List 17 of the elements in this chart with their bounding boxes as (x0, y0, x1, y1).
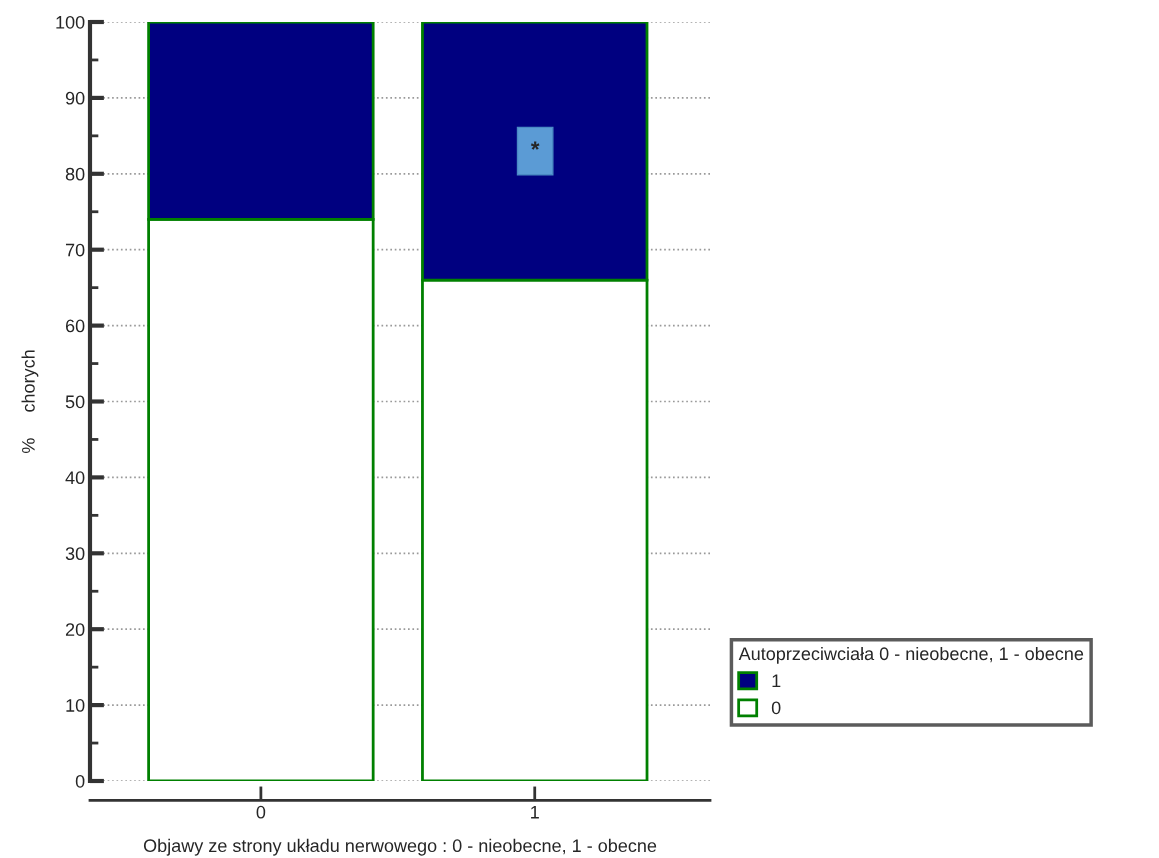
y-tick-label: 30 (65, 547, 85, 561)
y-tick-label: 100 (56, 15, 85, 29)
y-tick-label: 70 (65, 243, 85, 257)
y-tick-label: 20 (65, 623, 85, 636)
y-tick-label: 0 (75, 774, 85, 788)
legend-label: 1 (772, 674, 781, 687)
y-tick-label: 50 (65, 395, 85, 409)
y-axis-title: % chorych (21, 350, 39, 454)
x-axis-title: Objawy ze strony układu nerwowego : 0 - nieobecne, 1 - obecne (143, 838, 657, 856)
y-tick-label: 10 (66, 699, 85, 712)
legend-label: 0 (771, 701, 781, 715)
annotation: * (530, 141, 540, 150)
y-tick-label: 60 (65, 319, 85, 333)
legend-title: Autoprzeciwciała 0 - nieobecne, 1 - obecne (738, 646, 1084, 664)
y-tick-label: 40 (65, 471, 85, 485)
y-tick-label: 80 (65, 167, 85, 181)
y-tick-label: 90 (65, 91, 85, 105)
